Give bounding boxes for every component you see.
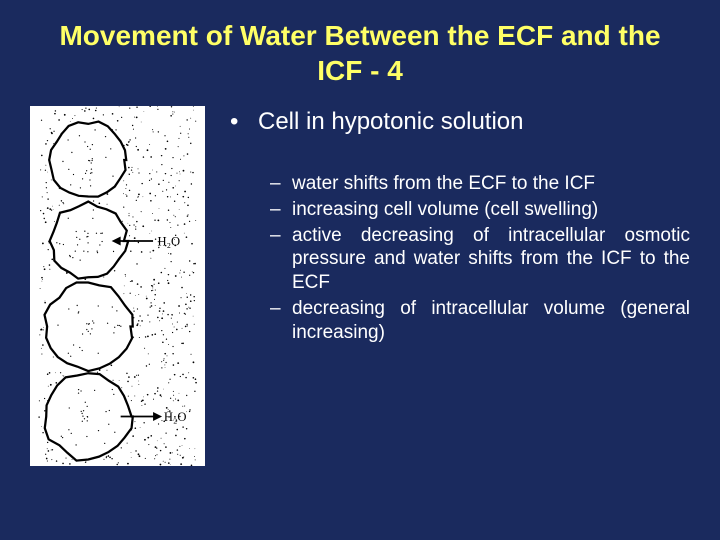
content-row: H₂O H₂O • Cell in hypotonic solution – wa…: [0, 98, 720, 466]
dash-icon: –: [270, 172, 292, 196]
main-bullet: • Cell in hypotonic solution: [230, 108, 690, 136]
bullet-dot-icon: •: [230, 108, 258, 136]
main-bullet-text: Cell in hypotonic solution: [258, 108, 524, 136]
svg-text:H₂O: H₂O: [158, 235, 181, 249]
sub-bullet-text: decreasing of intracellular volume (gene…: [292, 297, 690, 345]
slide-title: Movement of Water Between the ECF and th…: [0, 0, 720, 98]
list-item: – water shifts from the ECF to the ICF: [270, 172, 690, 196]
text-column: • Cell in hypotonic solution – water shi…: [230, 106, 690, 466]
sub-bullet-text: water shifts from the ECF to the ICF: [292, 172, 690, 196]
list-item: – active decreasing of intracellular osm…: [270, 224, 690, 295]
list-item: – decreasing of intracellular volume (ge…: [270, 297, 690, 345]
cell-diagram: H₂O H₂O: [30, 106, 205, 466]
list-item: – increasing cell volume (cell swelling): [270, 198, 690, 222]
sub-bullet-text: active decreasing of intracellular osmot…: [292, 224, 690, 295]
sub-bullet-list: – water shifts from the ECF to the ICF –…: [230, 172, 690, 344]
sub-bullet-text: increasing cell volume (cell swelling): [292, 198, 690, 222]
dash-icon: –: [270, 297, 292, 345]
svg-text:H₂O: H₂O: [164, 410, 187, 424]
dash-icon: –: [270, 198, 292, 222]
dash-icon: –: [270, 224, 292, 295]
